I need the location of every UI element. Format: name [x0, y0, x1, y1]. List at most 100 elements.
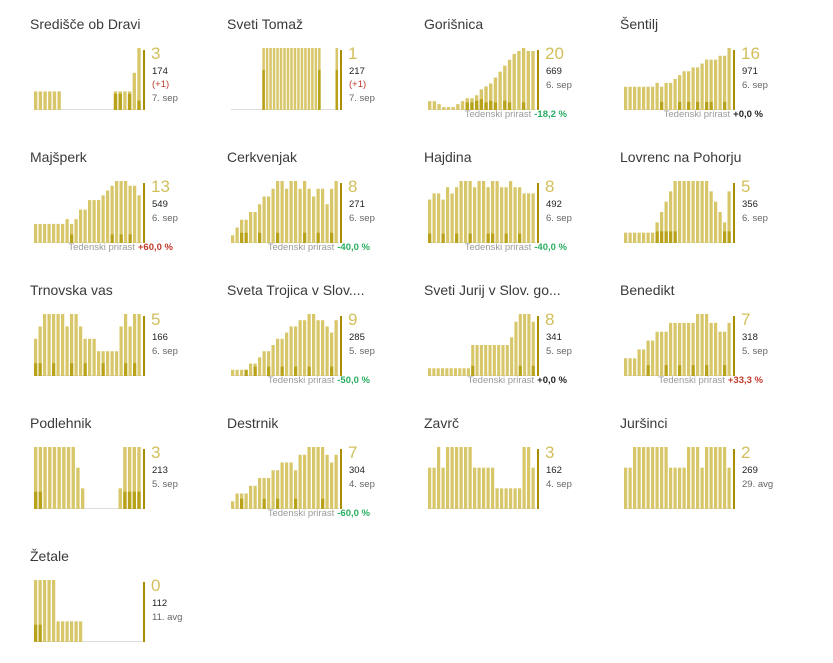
bar [727, 48, 731, 110]
bar [714, 201, 718, 243]
bar [307, 314, 311, 376]
bar [334, 320, 338, 376]
bar [504, 187, 508, 243]
bar [267, 478, 271, 509]
current-value-marker [143, 582, 145, 642]
bar [76, 467, 80, 509]
total-cases-count: 669 [546, 66, 562, 77]
total-cases-count: 341 [546, 332, 562, 343]
bar [321, 447, 325, 509]
municipality-name: Juršinci [620, 415, 668, 431]
bar [468, 181, 472, 243]
bar [527, 447, 531, 509]
weekly-growth: Tedenski prirast +33,3 % [658, 375, 763, 386]
bar [133, 314, 137, 376]
bar [276, 181, 280, 243]
active-cases-count: 7 [348, 443, 358, 462]
bar [531, 321, 535, 376]
bar [92, 200, 96, 243]
municipality-name: Trnovska vas [30, 282, 113, 298]
new-cases-bar [669, 231, 673, 243]
bar [74, 219, 78, 243]
bar [673, 322, 677, 376]
bar [718, 331, 722, 376]
new-cases-bar [493, 102, 498, 110]
last-update-date: 5. sep [742, 346, 768, 357]
bar [249, 485, 253, 509]
bar [637, 349, 641, 376]
bar [440, 368, 445, 376]
bar [88, 338, 92, 376]
bar [651, 86, 655, 110]
bar [71, 447, 75, 509]
daily-cases-bar-chart [624, 314, 735, 376]
bar [687, 181, 691, 243]
weekly-growth: Tedenski prirast -50,0 % [268, 375, 370, 386]
bar [267, 351, 271, 376]
bar [110, 351, 114, 376]
bar [727, 322, 731, 376]
active-cases-count: 3 [151, 443, 161, 462]
bar [718, 447, 722, 509]
total-cases-count: 162 [546, 465, 562, 476]
bar [38, 91, 43, 110]
last-update-date: 5. sep [152, 479, 178, 490]
new-cases-bar [318, 69, 321, 110]
bar [272, 48, 276, 110]
bar [115, 351, 119, 376]
bar [428, 199, 432, 243]
bar [624, 232, 628, 243]
new-cases-bar [307, 366, 311, 376]
new-cases-bar [132, 491, 136, 509]
bar [628, 232, 632, 243]
new-cases-bar [316, 232, 320, 243]
new-cases-bar [655, 231, 659, 243]
new-cases-bar [705, 101, 709, 110]
new-cases-bar [113, 93, 118, 110]
bar [714, 447, 718, 509]
new-cases-bar [244, 369, 248, 376]
bar [276, 470, 280, 509]
new-cases-bar [709, 101, 713, 110]
bar [124, 181, 128, 243]
bar [479, 345, 483, 376]
bar [432, 368, 436, 376]
bar [518, 187, 522, 243]
bar [61, 621, 65, 642]
daily-cases-bar-chart [428, 314, 539, 376]
bar [437, 193, 441, 243]
bar [231, 501, 235, 509]
current-value-marker [143, 50, 145, 110]
bar [705, 59, 709, 110]
bar [312, 196, 316, 243]
daily-cases-bar-chart [231, 181, 342, 243]
municipality-card: Majšperk 13 549 6. sep Tedenski prirast +60,0… [30, 141, 215, 261]
bar [119, 181, 123, 243]
new-cases-bar [110, 234, 114, 243]
bar [293, 48, 297, 110]
bar [624, 467, 628, 509]
bar [38, 223, 42, 243]
current-value-marker [537, 183, 539, 243]
total-cases-count: 112 [152, 598, 168, 609]
municipality-card: Sveta Trojica v Slov.... 9 285 5. sep Tedens… [227, 274, 412, 394]
bar [271, 470, 275, 509]
bar [128, 326, 132, 376]
bar [127, 447, 132, 509]
bar [509, 181, 513, 243]
daily-cases-bar-chart [624, 447, 735, 509]
bar [436, 368, 440, 376]
bar [235, 493, 239, 509]
weekly-growth: Tedenski prirast +0,0 % [664, 109, 763, 120]
bar [500, 488, 504, 509]
weekly-growth-label: Tedenski prirast [464, 109, 532, 120]
bar [660, 447, 664, 509]
bar [642, 349, 646, 376]
bar [43, 580, 47, 642]
bar [501, 345, 505, 376]
bar [637, 232, 641, 243]
bar [628, 86, 632, 110]
last-update-date: 6. sep [546, 213, 572, 224]
bar [441, 467, 445, 509]
bar [297, 48, 300, 110]
